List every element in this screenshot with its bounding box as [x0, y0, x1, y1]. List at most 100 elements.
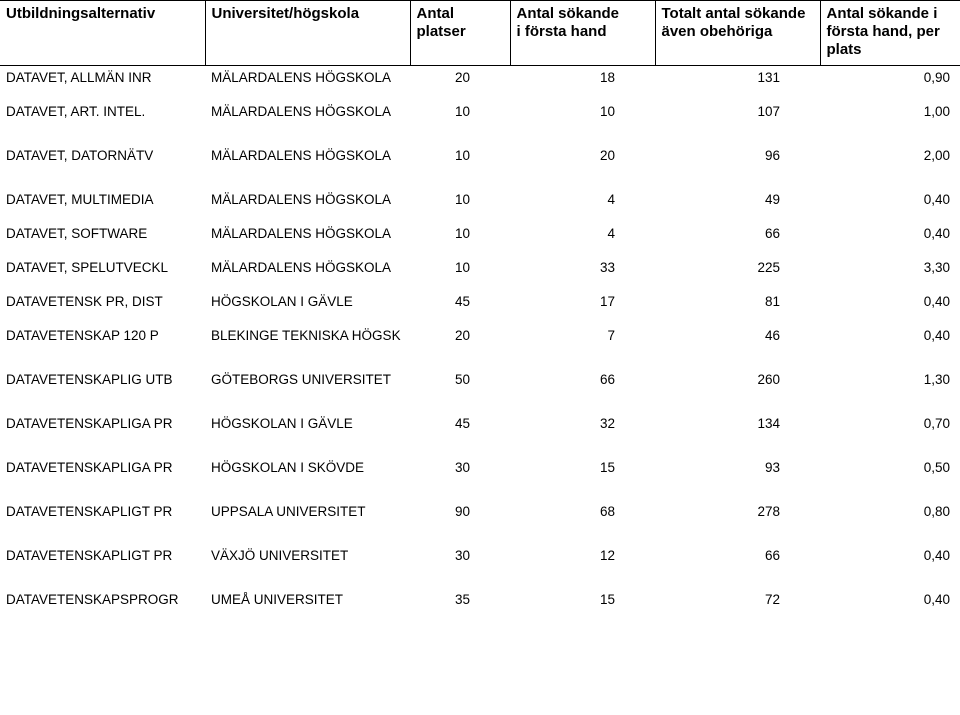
cell-first: 33 [510, 246, 655, 290]
cell-platser: 45 [410, 402, 510, 446]
cell-first: 20 [510, 134, 655, 178]
cell-alt: DATAVETENSKAPLIGT PR [0, 534, 205, 578]
table-row: DATAVET, MULTIMEDIAMÄLARDALENS HÖGSKOLA1… [0, 178, 960, 222]
cell-first: 18 [510, 66, 655, 90]
cell-ratio: 0,80 [820, 490, 960, 534]
table-header-row: Utbildningsalternativ Universitet/högsko… [0, 1, 960, 66]
cell-total: 81 [655, 290, 820, 314]
table-row: DATAVET, DATORNÄTVMÄLARDALENS HÖGSKOLA10… [0, 134, 960, 178]
table-row: DATAVETENSKAPLIGT PRVÄXJÖ UNIVERSITET301… [0, 534, 960, 578]
cell-uni: UMEÅ UNIVERSITET [205, 578, 410, 622]
cell-platser: 20 [410, 66, 510, 90]
cell-first: 17 [510, 290, 655, 314]
cell-total: 46 [655, 314, 820, 358]
cell-first: 10 [510, 90, 655, 134]
cell-first: 7 [510, 314, 655, 358]
table-row: DATAVETENSKAPLIG UTBGÖTEBORGS UNIVERSITE… [0, 358, 960, 402]
cell-platser: 90 [410, 490, 510, 534]
cell-ratio: 3,30 [820, 246, 960, 290]
cell-first: 66 [510, 358, 655, 402]
cell-uni: UPPSALA UNIVERSITET [205, 490, 410, 534]
table-row: DATAVET, ALLMÄN INRMÄLARDALENS HÖGSKOLA2… [0, 66, 960, 90]
table-row: DATAVET, SOFTWAREMÄLARDALENS HÖGSKOLA104… [0, 222, 960, 246]
cell-uni: MÄLARDALENS HÖGSKOLA [205, 178, 410, 222]
cell-ratio: 2,00 [820, 134, 960, 178]
col-header-sokande-forsta-hand: Antal sökande i första hand [510, 1, 655, 66]
cell-alt: DATAVETENSKAPLIGA PR [0, 446, 205, 490]
cell-platser: 10 [410, 178, 510, 222]
cell-alt: DATAVET, SPELUTVECKL [0, 246, 205, 290]
cell-total: 66 [655, 534, 820, 578]
table-row: DATAVETENSKAP 120 PBLEKINGE TEKNISKA HÖG… [0, 314, 960, 358]
table-row: DATAVET, SPELUTVECKLMÄLARDALENS HÖGSKOLA… [0, 246, 960, 290]
cell-uni: GÖTEBORGS UNIVERSITET [205, 358, 410, 402]
cell-alt: DATAVET, SOFTWARE [0, 222, 205, 246]
cell-ratio: 0,40 [820, 222, 960, 246]
table-row: DATAVETENSKAPLIGA PRHÖGSKOLAN I GÄVLE453… [0, 402, 960, 446]
table-row: DATAVETENSKAPLIGA PRHÖGSKOLAN I SKÖVDE30… [0, 446, 960, 490]
cell-alt: DATAVETENSKAP 120 P [0, 314, 205, 358]
cell-uni: HÖGSKOLAN I GÄVLE [205, 402, 410, 446]
cell-platser: 10 [410, 90, 510, 134]
cell-first: 32 [510, 402, 655, 446]
programs-table: Utbildningsalternativ Universitet/högsko… [0, 0, 960, 622]
cell-platser: 50 [410, 358, 510, 402]
cell-platser: 45 [410, 290, 510, 314]
cell-first: 68 [510, 490, 655, 534]
cell-platser: 30 [410, 446, 510, 490]
cell-first: 4 [510, 222, 655, 246]
cell-ratio: 0,40 [820, 314, 960, 358]
cell-platser: 10 [410, 134, 510, 178]
col-header-antal-platser: Antal platser [410, 1, 510, 66]
cell-total: 72 [655, 578, 820, 622]
cell-total: 134 [655, 402, 820, 446]
table-row: DATAVET, ART. INTEL.MÄLARDALENS HÖGSKOLA… [0, 90, 960, 134]
cell-alt: DATAVET, MULTIMEDIA [0, 178, 205, 222]
cell-uni: VÄXJÖ UNIVERSITET [205, 534, 410, 578]
cell-alt: DATAVET, ART. INTEL. [0, 90, 205, 134]
cell-platser: 10 [410, 222, 510, 246]
cell-uni: BLEKINGE TEKNISKA HÖGSK [205, 314, 410, 358]
cell-alt: DATAVET, ALLMÄN INR [0, 66, 205, 90]
cell-ratio: 0,50 [820, 446, 960, 490]
table-row: DATAVETENSK PR, DISTHÖGSKOLAN I GÄVLE451… [0, 290, 960, 314]
cell-uni: MÄLARDALENS HÖGSKOLA [205, 222, 410, 246]
cell-total: 278 [655, 490, 820, 534]
cell-alt: DATAVET, DATORNÄTV [0, 134, 205, 178]
cell-uni: MÄLARDALENS HÖGSKOLA [205, 66, 410, 90]
table-row: DATAVETENSKAPSPROGRUMEÅ UNIVERSITET35157… [0, 578, 960, 622]
cell-ratio: 1,00 [820, 90, 960, 134]
cell-ratio: 0,40 [820, 178, 960, 222]
cell-first: 12 [510, 534, 655, 578]
cell-alt: DATAVETENSK PR, DIST [0, 290, 205, 314]
table-row: DATAVETENSKAPLIGT PRUPPSALA UNIVERSITET9… [0, 490, 960, 534]
cell-uni: MÄLARDALENS HÖGSKOLA [205, 134, 410, 178]
cell-total: 225 [655, 246, 820, 290]
cell-ratio: 0,90 [820, 66, 960, 90]
cell-uni: MÄLARDALENS HÖGSKOLA [205, 246, 410, 290]
cell-alt: DATAVETENSKAPLIGT PR [0, 490, 205, 534]
cell-platser: 10 [410, 246, 510, 290]
cell-ratio: 0,40 [820, 290, 960, 314]
cell-ratio: 1,30 [820, 358, 960, 402]
cell-platser: 30 [410, 534, 510, 578]
cell-ratio: 0,40 [820, 578, 960, 622]
cell-platser: 35 [410, 578, 510, 622]
cell-total: 96 [655, 134, 820, 178]
cell-total: 49 [655, 178, 820, 222]
cell-total: 93 [655, 446, 820, 490]
cell-uni: MÄLARDALENS HÖGSKOLA [205, 90, 410, 134]
cell-alt: DATAVETENSKAPLIG UTB [0, 358, 205, 402]
cell-total: 66 [655, 222, 820, 246]
cell-first: 15 [510, 578, 655, 622]
cell-total: 131 [655, 66, 820, 90]
cell-uni: HÖGSKOLAN I SKÖVDE [205, 446, 410, 490]
cell-first: 15 [510, 446, 655, 490]
cell-total: 107 [655, 90, 820, 134]
col-header-universitet: Universitet/högskola [205, 1, 410, 66]
col-header-utbildningsalternativ: Utbildningsalternativ [0, 1, 205, 66]
cell-uni: HÖGSKOLAN I GÄVLE [205, 290, 410, 314]
cell-alt: DATAVETENSKAPLIGA PR [0, 402, 205, 446]
cell-total: 260 [655, 358, 820, 402]
cell-first: 4 [510, 178, 655, 222]
